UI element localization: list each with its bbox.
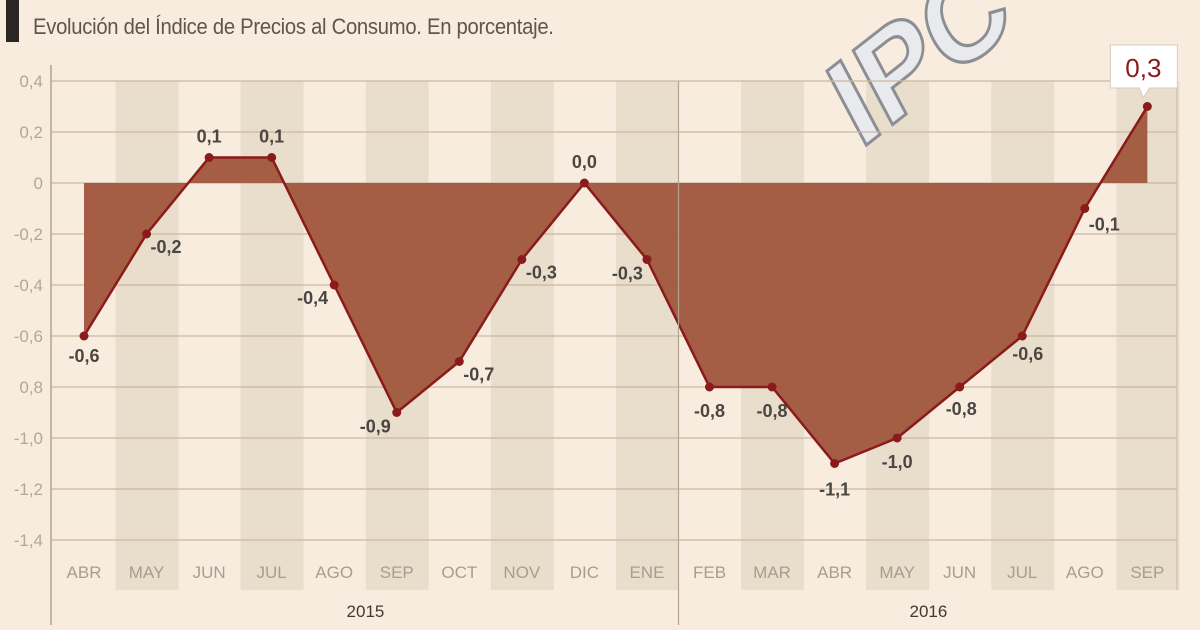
y-tick-label: -0,2 (14, 225, 43, 244)
data-label: -0,7 (463, 365, 494, 385)
data-label: -0,2 (151, 237, 182, 257)
data-point (267, 153, 277, 162)
x-tick-label: JUN (943, 563, 976, 582)
data-label: -0,8 (757, 401, 788, 421)
y-tick-label: 0,4 (19, 72, 43, 91)
data-label: 0,1 (197, 127, 222, 147)
data-point (1080, 204, 1090, 213)
x-tick-label: AGO (1066, 563, 1104, 582)
callout-label: 0,3 (1125, 53, 1161, 83)
y-tick-label: -0,6 (14, 327, 43, 346)
data-point (892, 433, 902, 443)
year-label: 2016 (910, 602, 948, 621)
callout-box (1109, 44, 1178, 100)
y-tick-label: -1,0 (14, 429, 43, 448)
data-point (1142, 102, 1152, 111)
y-tick-label: -1,2 (14, 480, 43, 499)
y-tick-label: 0,2 (19, 123, 43, 142)
title-bar (6, 0, 19, 42)
data-point (705, 382, 714, 392)
data-point (955, 382, 965, 392)
x-tick-label: SEP (380, 563, 414, 582)
x-tick-label: FEB (693, 563, 726, 582)
x-tick-label: ENE (629, 563, 664, 582)
y-tick-label: -0,4 (14, 276, 43, 295)
x-tick-label: JUN (193, 563, 226, 582)
data-point (454, 357, 464, 366)
data-label: -1,0 (882, 452, 913, 472)
x-tick-label: MAY (129, 563, 165, 582)
x-tick-label: ABR (817, 563, 852, 582)
data-point (579, 178, 589, 188)
x-tick-label: JUL (257, 563, 287, 582)
data-point (79, 331, 89, 341)
data-label: -0,8 (946, 399, 977, 419)
data-label: 0,1 (259, 127, 284, 147)
data-point (517, 255, 527, 264)
area-fill (84, 106, 1148, 464)
x-tick-label: DIC (570, 563, 599, 582)
data-point (142, 229, 152, 239)
x-tick-label: OCT (441, 563, 477, 582)
data-label: -0,9 (360, 417, 391, 437)
data-label: -0,3 (526, 263, 557, 283)
chart-subtitle: Evolución del Índice de Precios al Consu… (33, 14, 554, 39)
x-tick-label: AGO (315, 563, 353, 582)
series-line (82, 105, 1149, 466)
data-point (204, 153, 214, 162)
data-label: -0,6 (1012, 344, 1043, 364)
data-point (830, 459, 840, 468)
x-tick-label: MAR (753, 563, 791, 582)
y-tick-label: 0 (34, 174, 43, 193)
data-label: -0,4 (297, 288, 328, 308)
data-point (767, 382, 777, 392)
data-point (329, 280, 339, 290)
data-point (1017, 331, 1027, 341)
data-label: -1,1 (819, 480, 850, 500)
data-point (392, 408, 402, 417)
data-label: -0,6 (68, 346, 99, 366)
x-tick-label: JUL (1007, 563, 1037, 582)
x-tick-label: MAY (879, 563, 915, 582)
data-label: -0,1 (1089, 215, 1120, 235)
x-tick-label: ABR (67, 563, 102, 582)
data-label: -0,3 (612, 264, 643, 284)
x-tick-label: NOV (503, 563, 541, 582)
data-label: -0,8 (694, 401, 725, 421)
y-tick-label: -1,4 (14, 531, 43, 550)
year-label: 2015 (347, 602, 385, 621)
y-tick-label: 0,8 (19, 378, 43, 397)
data-point (642, 255, 652, 264)
data-label: 0,0 (572, 152, 597, 172)
x-tick-label: SEP (1130, 563, 1164, 582)
